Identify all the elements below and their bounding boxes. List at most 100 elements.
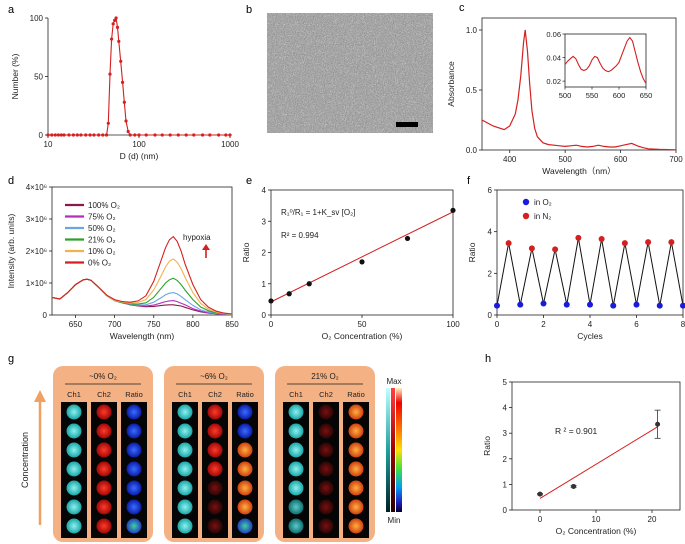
well: [288, 518, 304, 534]
x-tick-label: 0: [538, 515, 543, 524]
image-group-title: ~0% O₂: [89, 372, 117, 381]
panel-label-g: g: [8, 353, 14, 365]
legend-label: 100% O₂: [88, 201, 120, 210]
legend-label-n2: in N₂: [534, 212, 551, 221]
well: [288, 461, 304, 477]
well: [207, 423, 223, 439]
equation-label: R₁⁰/R₁ = 1+K_sv [O₂]: [281, 208, 355, 217]
colorbar-ratio: [396, 388, 402, 512]
series-line-5: [51, 235, 233, 315]
data-point-o2: [540, 300, 547, 307]
panel-label-c: c: [459, 2, 465, 14]
data-point: [137, 133, 141, 137]
well: [126, 423, 142, 439]
data-point: [268, 298, 274, 304]
y-tick-label: 3×10⁶: [26, 215, 47, 224]
well: [66, 442, 82, 458]
well: [126, 480, 142, 496]
x-axis-label: D (d) (nm): [120, 151, 159, 161]
colorbar-ch1: [386, 388, 390, 512]
well: [66, 518, 82, 534]
x-tick-label: 0: [495, 320, 500, 329]
well: [318, 518, 334, 534]
legend-marker-n2: [522, 212, 530, 220]
x-tick-label: 10: [592, 515, 601, 524]
data-point: [192, 133, 196, 137]
series-line-absorbance: [481, 29, 677, 151]
y-tick-label: 1×10⁶: [26, 279, 47, 288]
x-tick-label: 50: [358, 320, 367, 329]
column-label: Ch2: [319, 390, 333, 399]
y-tick-label: 5: [503, 378, 508, 387]
data-point: [201, 133, 205, 137]
data-point: [153, 133, 157, 137]
well: [207, 442, 223, 458]
inset-x-tick-label: 500: [559, 91, 572, 100]
legend-label: 10% O₂: [88, 247, 116, 256]
data-point-o2: [517, 301, 524, 308]
well: [96, 499, 112, 515]
y-tick-label: 4: [488, 228, 493, 237]
data-point: [67, 133, 71, 137]
y-tick-label: 0.5: [466, 86, 478, 95]
y-tick-label: 100: [30, 14, 44, 23]
data-point: [88, 133, 92, 137]
data-point: [114, 16, 118, 20]
data-point: [97, 133, 101, 137]
x-tick-label: 700: [669, 155, 683, 164]
well: [237, 480, 253, 496]
well: [96, 423, 112, 439]
hypoxia-arrow-head: [202, 244, 210, 250]
panel-label-a: a: [8, 4, 15, 16]
data-point: [306, 281, 312, 287]
data-point: [71, 133, 75, 137]
x-tick-label: 800: [186, 320, 200, 329]
x-axis-label: Wavelength（nm）: [542, 166, 615, 176]
data-point: [84, 133, 88, 137]
legend-label: 21% O₂: [88, 236, 116, 245]
image-group-0: ~0% O₂ Ch1 Ch2 Ratio: [53, 366, 153, 542]
fit-line: [539, 426, 658, 499]
data-point-n2: [528, 245, 535, 252]
image-group-2: 21% O₂ Ch1 Ch2 Ratio: [275, 366, 375, 542]
well: [288, 423, 304, 439]
data-point: [56, 133, 60, 137]
y-tick-label: 1: [503, 480, 508, 489]
inset-y-tick-label: 0.02: [546, 77, 561, 86]
y-tick-label: 3: [503, 429, 508, 438]
well: [318, 480, 334, 496]
data-point: [124, 119, 128, 123]
legend-label: 0% O₂: [88, 259, 111, 268]
well: [237, 442, 253, 458]
x-tick-label: 10: [44, 140, 53, 149]
column-label: Ratio: [236, 390, 254, 399]
chart-absorbance: 400 500 600 700 0.0 0.5 1.0 Wavelength（nm） Absor…: [446, 17, 683, 176]
cycle-line: [496, 237, 684, 306]
data-point: [92, 133, 96, 137]
y-axis-label: Ratio: [482, 436, 492, 456]
y-tick-label: 0: [262, 311, 267, 320]
column-label: Ch2: [97, 390, 111, 399]
colorbar-ch2: [391, 388, 395, 512]
data-point: [59, 133, 63, 137]
well: [237, 404, 253, 420]
data-point: [62, 133, 66, 137]
well: [207, 404, 223, 420]
data-point: [117, 39, 121, 44]
panel-label-e: e: [246, 175, 252, 187]
well: [66, 461, 82, 477]
data-point: [115, 25, 120, 29]
column-label: Ratio: [347, 390, 365, 399]
data-point: [126, 129, 130, 134]
x-tick-label: 4: [588, 320, 593, 329]
well: [318, 499, 334, 515]
y-tick-label: 2: [488, 269, 493, 278]
data-point: [113, 18, 117, 22]
well: [207, 480, 223, 496]
y-axis-label: Ratio: [241, 242, 251, 262]
data-point-o2: [494, 302, 500, 309]
x-tick-label: 2: [541, 320, 546, 329]
well: [126, 499, 142, 515]
y-axis-label: Number (%): [10, 53, 20, 99]
colorbar-min-label: Min: [388, 516, 401, 525]
